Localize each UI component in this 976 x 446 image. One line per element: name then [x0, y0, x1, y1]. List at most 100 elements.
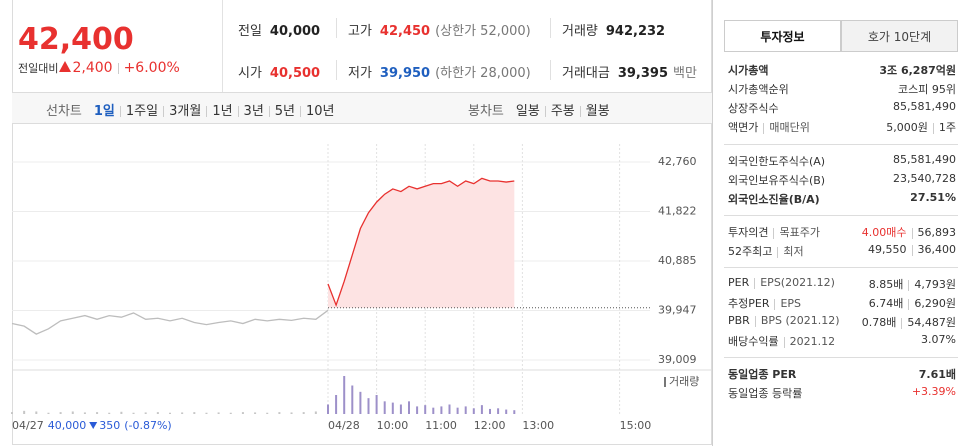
summary-note: (상한가 52,000)	[435, 24, 531, 39]
volume-bar	[391, 402, 394, 414]
volume-bar	[456, 407, 459, 414]
separator	[911, 244, 913, 256]
volume-bar	[335, 395, 338, 414]
separator	[777, 246, 779, 258]
summary-note: 백만	[673, 66, 697, 81]
candle-tab[interactable]: 일봉	[515, 104, 540, 119]
info-value: 23,540,728	[893, 172, 956, 185]
info-label-part: 동일업종 등락률	[728, 387, 803, 400]
volume-bar	[83, 412, 86, 414]
info-label: 외국인한도주식수(A)	[728, 153, 825, 169]
volume-bar	[424, 405, 427, 414]
info-label: 상장주식수	[728, 100, 779, 116]
info-label-part: 외국인보유주식수(B)	[728, 174, 826, 187]
tab-row: 선차트 1일 1주일 3개월 1년 3년 5년 10년	[46, 100, 335, 119]
info-label: 외국인소진율(B/A)	[728, 191, 820, 207]
up-triangle	[59, 61, 72, 72]
volume-bar	[399, 404, 402, 414]
section-divider	[724, 267, 958, 268]
separator	[908, 298, 910, 310]
prev-day-part: (-0.87%)	[124, 419, 172, 432]
summary-value: 42,450	[379, 24, 431, 39]
info-label-part: 투자의견	[728, 226, 769, 239]
period-tab[interactable]: 1일	[93, 104, 115, 119]
candle-tab[interactable]: 월봉	[585, 104, 610, 119]
info-value-part: 85,581,490	[893, 153, 956, 166]
separator	[300, 106, 302, 117]
info-tab[interactable]: 투자정보	[724, 20, 841, 52]
tab-row: 봉차트 일봉 주봉 월봉	[468, 100, 610, 119]
chart: 39,009 39,947 40,885 41,822 42,760 04/28 10:00…	[11, 144, 712, 432]
volume-bar	[440, 406, 443, 414]
info-label: 동일업종 PER	[728, 366, 796, 382]
separator	[911, 227, 913, 239]
volume-bar	[132, 412, 135, 414]
info-value-part: 36,400	[917, 243, 957, 256]
summary-cell: 거래대금 39,395 백만	[562, 62, 697, 81]
change-row: 전일대비 2,400 +6.00%	[18, 60, 180, 76]
period-tab[interactable]: 5년	[274, 104, 296, 119]
info-value-part: 0.78배	[861, 316, 897, 329]
divider	[550, 60, 551, 80]
info-value: 27.51%	[910, 191, 956, 204]
period-tab[interactable]: 1년	[212, 104, 233, 119]
tab-group-label: 봉차트	[468, 104, 504, 119]
section-divider	[724, 144, 958, 145]
separator	[579, 106, 581, 117]
info-label: PER EPS(2021.12)	[728, 276, 835, 289]
info-tab[interactable]: 호가 10단계	[841, 20, 958, 52]
volume-bar	[96, 412, 99, 414]
period-tab[interactable]: 3년	[243, 104, 264, 119]
volume-bar	[229, 412, 232, 414]
summary-cell: 저가 39,950 (하한가 28,000)	[348, 62, 531, 81]
separator	[119, 106, 121, 117]
x-tick-label: 04/28	[328, 419, 360, 432]
volume-bar	[217, 412, 220, 414]
info-value-part: 1주	[938, 121, 956, 134]
info-value-part: 3.07%	[921, 333, 956, 346]
volume-bar	[156, 412, 159, 414]
summary-label: 거래대금	[562, 66, 610, 81]
info-label-part: 2021.12	[789, 335, 836, 348]
info-label-part: 동일업종 PER	[728, 368, 797, 381]
divider	[336, 60, 337, 80]
info-label: 52주최고 최저	[728, 243, 804, 259]
section-divider	[724, 215, 958, 216]
down-triangle	[89, 422, 98, 429]
period-tab[interactable]: 3개월	[169, 104, 202, 119]
period-tab[interactable]: 10년	[306, 104, 335, 119]
tab-bar	[12, 92, 712, 124]
volume-bar	[71, 411, 74, 414]
info-value-part: 56,893	[917, 226, 957, 239]
x-tick-label: 10:00	[377, 419, 409, 432]
section-divider	[724, 357, 958, 358]
period-tab[interactable]: 1주일	[125, 104, 159, 119]
info-value-part: 4.00매수	[861, 226, 907, 239]
info-label-part: 매매단위	[769, 121, 810, 134]
summary-cell: 전일 40,000	[238, 20, 320, 39]
info-value: 85,581,490	[893, 100, 956, 113]
summary-label: 저가	[348, 66, 372, 81]
summary-label: 고가	[348, 24, 372, 39]
left-panel	[12, 0, 712, 445]
summary-label: 전일	[238, 24, 262, 39]
info-value: 4.00매수 56,893	[862, 224, 956, 240]
info-value-part: 6.74배	[868, 297, 904, 310]
divider	[222, 0, 223, 92]
info-label: 추정PER EPS	[728, 295, 801, 311]
volume-bar	[120, 411, 123, 414]
info-label: 배당수익률 2021.12	[728, 333, 835, 349]
info-value-part: 5,000원	[886, 121, 928, 134]
volume-bar	[241, 412, 244, 414]
separator	[932, 122, 934, 134]
volume-bar	[327, 404, 329, 414]
change-pct: +6.00%	[123, 60, 180, 76]
up-icon	[59, 61, 72, 72]
info-label-part: 목표주가	[779, 226, 820, 239]
tab-group-label: 선차트	[46, 104, 82, 119]
candle-tab[interactable]: 주봉	[550, 104, 575, 119]
summary-cell: 거래량 942,232	[562, 20, 665, 39]
separator	[783, 336, 785, 348]
summary-value: 40,500	[269, 66, 321, 81]
info-value-part: 49,550	[868, 243, 907, 256]
